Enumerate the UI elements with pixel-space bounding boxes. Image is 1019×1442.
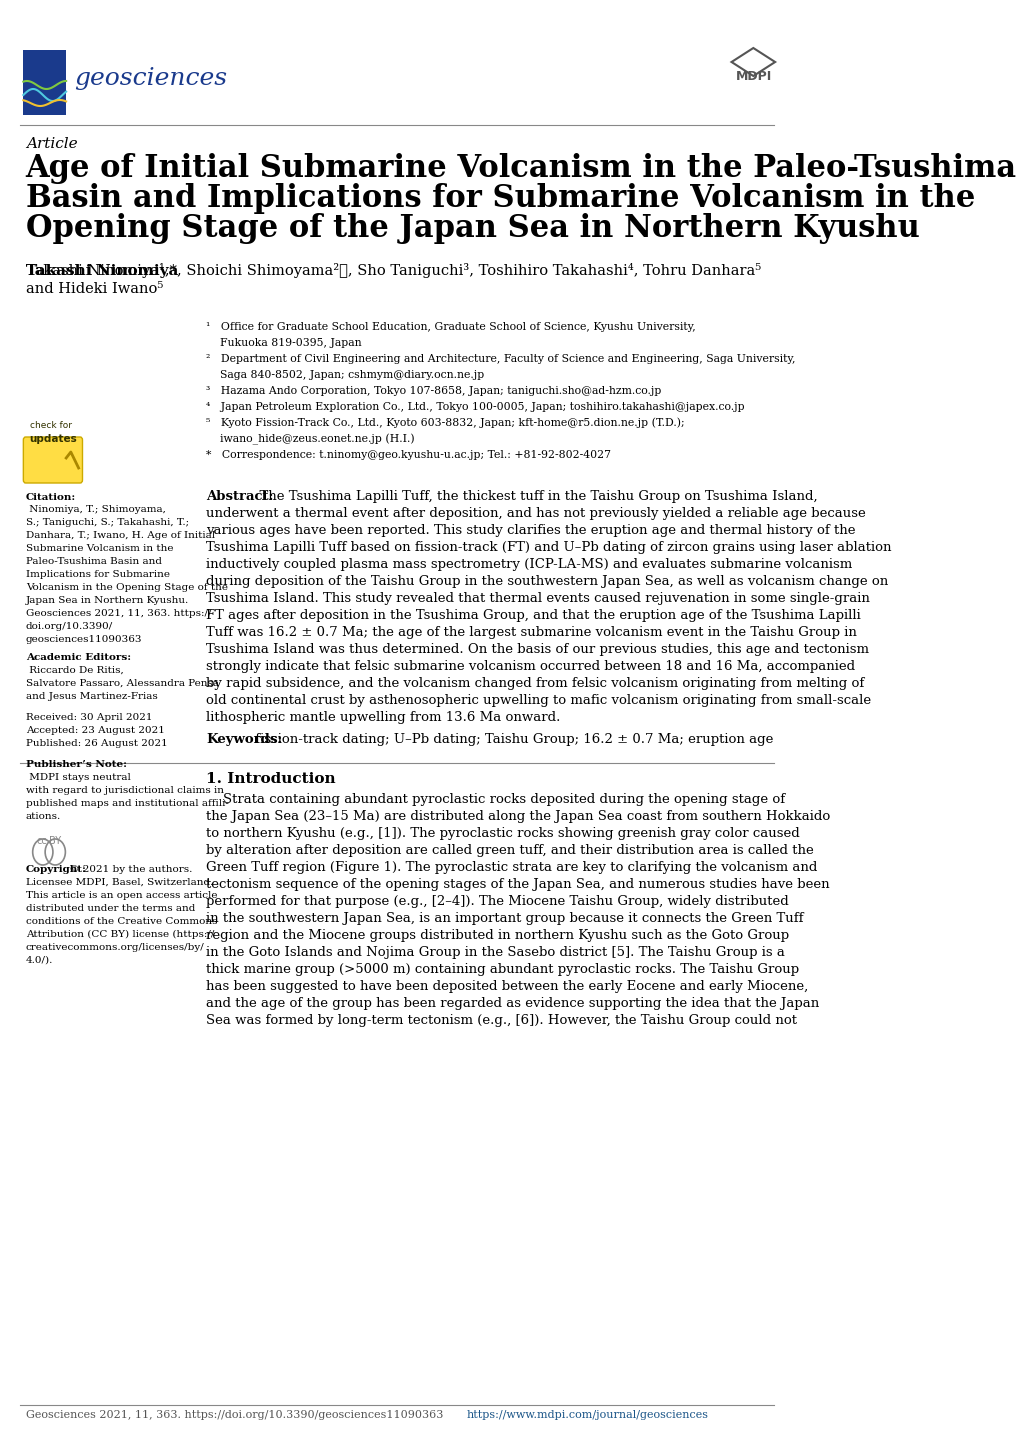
Text: during deposition of the Taishu Group in the southwestern Japan Sea, as well as : during deposition of the Taishu Group in… xyxy=(206,575,888,588)
Text: Green Tuff region (Figure 1). The pyroclastic strata are key to clarifying the v: Green Tuff region (Figure 1). The pyrocl… xyxy=(206,861,817,874)
Text: check for: check for xyxy=(30,421,71,430)
Text: geosciences11090363: geosciences11090363 xyxy=(25,634,142,645)
Text: distributed under the terms and: distributed under the terms and xyxy=(25,904,195,913)
Text: Salvatore Passaro, Alessandra Pensa: Salvatore Passaro, Alessandra Pensa xyxy=(25,679,218,688)
Text: conditions of the Creative Commons: conditions of the Creative Commons xyxy=(25,917,217,926)
Text: This article is an open access article: This article is an open access article xyxy=(25,891,217,900)
Text: Licensee MDPI, Basel, Switzerland.: Licensee MDPI, Basel, Switzerland. xyxy=(25,878,213,887)
Text: Age of Initial Submarine Volcanism in the Paleo-Tsushima: Age of Initial Submarine Volcanism in th… xyxy=(25,153,1016,185)
Text: Tsushima Lapilli Tuff based on fission-track (FT) and U–Pb dating of zircon grai: Tsushima Lapilli Tuff based on fission-t… xyxy=(206,541,891,554)
Text: creativecommons.org/licenses/by/: creativecommons.org/licenses/by/ xyxy=(25,943,204,952)
Text: geosciences: geosciences xyxy=(73,66,227,89)
Text: iwano_hide@zeus.eonet.ne.jp (H.I.): iwano_hide@zeus.eonet.ne.jp (H.I.) xyxy=(206,434,415,444)
Text: ations.: ations. xyxy=(25,812,61,820)
Text: MDPI: MDPI xyxy=(736,71,771,84)
Text: Copyright:: Copyright: xyxy=(25,865,87,874)
Text: FT ages after deposition in the Tsushima Group, and that the eruption age of the: FT ages after deposition in the Tsushima… xyxy=(206,609,860,622)
Text: cc: cc xyxy=(37,836,47,846)
Text: thick marine group (>5000 m) containing abundant pyroclastic rocks. The Taishu G: thick marine group (>5000 m) containing … xyxy=(206,963,799,976)
Text: MDPI stays neutral: MDPI stays neutral xyxy=(25,773,130,782)
Text: and the age of the group has been regarded as evidence supporting the idea that : and the age of the group has been regard… xyxy=(206,996,818,1009)
Text: Tsushima Island. This study revealed that thermal events caused rejuvenation in : Tsushima Island. This study revealed tha… xyxy=(206,593,869,606)
Text: ⁴   Japan Petroleum Exploration Co., Ltd., Tokyo 100-0005, Japan; toshihiro.taka: ⁴ Japan Petroleum Exploration Co., Ltd.,… xyxy=(206,402,744,412)
Text: Abstract:: Abstract: xyxy=(206,490,273,503)
Text: Geosciences 2021, 11, 363. https://: Geosciences 2021, 11, 363. https:// xyxy=(25,609,211,619)
Text: S.; Taniguchi, S.; Takahashi, T.;: S.; Taniguchi, S.; Takahashi, T.; xyxy=(25,518,189,526)
Text: Japan Sea in Northern Kyushu.: Japan Sea in Northern Kyushu. xyxy=(25,596,189,606)
Text: and Hideki Iwano⁵: and Hideki Iwano⁵ xyxy=(25,283,163,296)
Text: and Jesus Martinez-Frias: and Jesus Martinez-Frias xyxy=(25,692,157,701)
Text: old continental crust by asthenosopheric upwelling to mafic volcanism originatin: old continental crust by asthenosopheric… xyxy=(206,694,870,707)
Text: Received: 30 April 2021: Received: 30 April 2021 xyxy=(25,712,152,722)
Text: Publisher’s Note:: Publisher’s Note: xyxy=(25,760,126,769)
Text: with regard to jurisdictional claims in: with regard to jurisdictional claims in xyxy=(25,786,223,795)
Text: inductively coupled plasma mass spectrometry (ICP-LA-MS) and evaluates submarine: inductively coupled plasma mass spectrom… xyxy=(206,558,852,571)
Text: in the southwestern Japan Sea, is an important group because it connects the Gre: in the southwestern Japan Sea, is an imp… xyxy=(206,911,803,924)
Text: ¹   Office for Graduate School Education, Graduate School of Science, Kyushu Uni: ¹ Office for Graduate School Education, … xyxy=(206,322,695,332)
Text: region and the Miocene groups distributed in northern Kyushu such as the Goto Gr: region and the Miocene groups distribute… xyxy=(206,929,789,942)
Text: in the Goto Islands and Nojima Group in the Sasebo district [5]. The Taishu Grou: in the Goto Islands and Nojima Group in … xyxy=(206,946,785,959)
Text: the Japan Sea (23–15 Ma) are distributed along the Japan Sea coast from southern: the Japan Sea (23–15 Ma) are distributed… xyxy=(206,810,829,823)
Text: Paleo-Tsushima Basin and: Paleo-Tsushima Basin and xyxy=(25,557,162,567)
Text: ³   Hazama Ando Corporation, Tokyo 107-8658, Japan; taniguchi.sho@ad-hzm.co.jp: ³ Hazama Ando Corporation, Tokyo 107-865… xyxy=(206,386,661,397)
Text: Tuff was 16.2 ± 0.7 Ma; the age of the largest submarine volcanism event in the : Tuff was 16.2 ± 0.7 Ma; the age of the l… xyxy=(206,626,856,639)
Text: underwent a thermal event after deposition, and has not previously yielded a rel: underwent a thermal event after depositi… xyxy=(206,508,865,521)
Text: Saga 840-8502, Japan; cshmym@diary.ocn.ne.jp: Saga 840-8502, Japan; cshmym@diary.ocn.n… xyxy=(206,371,484,381)
Text: BY: BY xyxy=(49,836,61,846)
Text: strongly indicate that felsic submarine volcanism occurred between 18 and 16 Ma,: strongly indicate that felsic submarine … xyxy=(206,660,855,673)
Text: Danhara, T.; Iwano, H. Age of Initial: Danhara, T.; Iwano, H. Age of Initial xyxy=(25,531,215,539)
Text: 4.0/).: 4.0/). xyxy=(25,956,53,965)
Text: Article: Article xyxy=(25,137,77,151)
Text: Strata containing abundant pyroclastic rocks deposited during the opening stage : Strata containing abundant pyroclastic r… xyxy=(206,793,785,806)
Text: © 2021 by the authors.: © 2021 by the authors. xyxy=(66,865,193,874)
Text: Opening Stage of the Japan Sea in Northern Kyushu: Opening Stage of the Japan Sea in Northe… xyxy=(25,213,918,244)
Text: Sea was formed by long-term tectonism (e.g., [6]). However, the Taishu Group cou: Sea was formed by long-term tectonism (e… xyxy=(206,1014,797,1027)
Text: Volcanism in the Opening Stage of the: Volcanism in the Opening Stage of the xyxy=(25,583,227,593)
Text: Fukuoka 819-0395, Japan: Fukuoka 819-0395, Japan xyxy=(206,337,362,348)
Text: by rapid subsidence, and the volcanism changed from felsic volcanism originating: by rapid subsidence, and the volcanism c… xyxy=(206,676,864,691)
Text: Riccardo De Ritis,: Riccardo De Ritis, xyxy=(25,666,123,675)
Text: Takashi Ninomiya¹,*, Shoichi Shimoyama²Ⓞ, Sho Taniguchi³, Toshihiro Takahashi⁴, : Takashi Ninomiya¹,*, Shoichi Shimoyama²Ⓞ… xyxy=(25,262,760,278)
Text: Basin and Implications for Submarine Volcanism in the: Basin and Implications for Submarine Vol… xyxy=(25,183,974,213)
Text: updates: updates xyxy=(30,434,77,444)
Text: doi.org/10.3390/: doi.org/10.3390/ xyxy=(25,622,113,632)
Text: Accepted: 23 August 2021: Accepted: 23 August 2021 xyxy=(25,725,164,735)
Text: Tsushima Island was thus determined. On the basis of our previous studies, this : Tsushima Island was thus determined. On … xyxy=(206,643,868,656)
Text: The Tsushima Lapilli Tuff, the thickest tuff in the Taishu Group on Tsushima Isl: The Tsushima Lapilli Tuff, the thickest … xyxy=(251,490,817,503)
Text: *   Correspondence: t.ninomy@geo.kyushu-u.ac.jp; Tel.: +81-92-802-4027: * Correspondence: t.ninomy@geo.kyushu-u.… xyxy=(206,450,610,460)
Text: Geosciences 2021, 11, 363. https://doi.org/10.3390/geosciences11090363: Geosciences 2021, 11, 363. https://doi.o… xyxy=(25,1410,442,1420)
Text: various ages have been reported. This study clarifies the eruption age and therm: various ages have been reported. This st… xyxy=(206,523,855,536)
FancyBboxPatch shape xyxy=(23,437,83,483)
Text: fission-track dating; U–Pb dating; Taishu Group; 16.2 ± 0.7 Ma; eruption age: fission-track dating; U–Pb dating; Taish… xyxy=(251,733,773,746)
Text: ²   Department of Civil Engineering and Architecture, Faculty of Science and Eng: ² Department of Civil Engineering and Ar… xyxy=(206,353,795,363)
Text: by alteration after deposition are called green tuff, and their distribution are: by alteration after deposition are calle… xyxy=(206,844,813,857)
Text: Published: 26 August 2021: Published: 26 August 2021 xyxy=(25,738,167,748)
Text: Submarine Volcanism in the: Submarine Volcanism in the xyxy=(25,544,173,552)
Text: tectonism sequence of the opening stages of the Japan Sea, and numerous studies : tectonism sequence of the opening stages… xyxy=(206,878,829,891)
Text: Implications for Submarine: Implications for Submarine xyxy=(25,570,169,580)
Text: to northern Kyushu (e.g., [1]). The pyroclastic rocks showing greenish gray colo: to northern Kyushu (e.g., [1]). The pyro… xyxy=(206,828,799,841)
Text: https://www.mdpi.com/journal/geosciences: https://www.mdpi.com/journal/geosciences xyxy=(467,1410,708,1420)
Text: 1. Introduction: 1. Introduction xyxy=(206,771,335,786)
Text: lithospheric mantle upwelling from 13.6 Ma onward.: lithospheric mantle upwelling from 13.6 … xyxy=(206,711,560,724)
Text: Citation:: Citation: xyxy=(25,493,75,502)
Text: ⁵   Kyoto Fission-Track Co., Ltd., Kyoto 603-8832, Japan; kft-home@r5.dion.ne.jp: ⁵ Kyoto Fission-Track Co., Ltd., Kyoto 6… xyxy=(206,417,684,428)
Text: Attribution (CC BY) license (https://: Attribution (CC BY) license (https:// xyxy=(25,930,214,939)
Text: Ninomiya, T.; Shimoyama,: Ninomiya, T.; Shimoyama, xyxy=(25,505,165,513)
Text: performed for that purpose (e.g., [2–4]). The Miocene Taishu Group, widely distr: performed for that purpose (e.g., [2–4])… xyxy=(206,895,789,908)
Text: has been suggested to have been deposited between the early Eocene and early Mio: has been suggested to have been deposite… xyxy=(206,981,808,994)
Text: Keywords:: Keywords: xyxy=(206,733,282,746)
Text: published maps and institutional affili-: published maps and institutional affili- xyxy=(25,799,228,808)
Text: Academic Editors:: Academic Editors: xyxy=(25,653,130,662)
Text: Takashi Ninomiya: Takashi Ninomiya xyxy=(25,264,183,278)
FancyBboxPatch shape xyxy=(23,50,66,115)
